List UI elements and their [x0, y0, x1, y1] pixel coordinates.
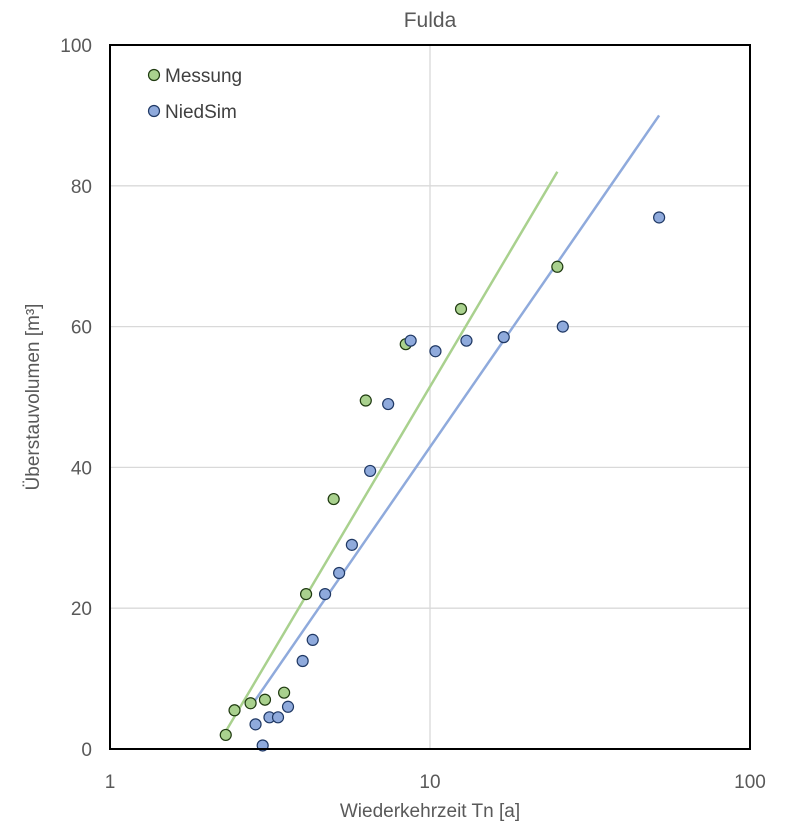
y-tick-label: 20: [71, 599, 92, 620]
point-messung: [551, 260, 564, 273]
point-niedsim: [404, 334, 417, 347]
x-tick-label: 10: [419, 772, 440, 793]
point-messung: [359, 394, 372, 407]
data-points: [219, 211, 666, 752]
trendlines: [224, 114, 661, 733]
x-tick-labels: 1 10 100: [105, 772, 766, 793]
point-messung: [327, 492, 340, 506]
chart-title: Fulda: [404, 9, 457, 32]
point-niedsim: [306, 633, 319, 646]
point-niedsim: [460, 334, 473, 347]
x-tick-label: 100: [734, 772, 766, 793]
x-axis-title: Wiederkehrzeit Tn [a]: [340, 801, 520, 822]
y-tick-label: 100: [60, 36, 92, 57]
point-niedsim: [382, 397, 395, 411]
point-messung: [244, 697, 257, 710]
legend: Messung NiedSim: [147, 66, 242, 123]
point-niedsim: [296, 654, 309, 668]
trendline-niedsim: [252, 114, 661, 704]
y-tick-label: 60: [71, 318, 92, 339]
point-niedsim: [249, 718, 262, 731]
point-niedsim: [364, 464, 377, 478]
point-niedsim: [281, 700, 295, 713]
point-messung: [228, 704, 241, 717]
trendline-messung: [224, 171, 559, 733]
y-tick-labels: 0 20 40 60 80 100: [60, 36, 92, 761]
point-niedsim: [556, 320, 569, 333]
point-messung: [258, 693, 272, 706]
point-messung: [299, 588, 313, 601]
legend-label: NiedSim: [165, 102, 237, 123]
point-niedsim: [333, 566, 346, 580]
legend-marker: [147, 68, 161, 82]
y-tick-label: 0: [81, 740, 92, 761]
x-tick-label: 1: [105, 772, 116, 793]
y-tick-label: 40: [71, 458, 92, 479]
point-niedsim: [318, 588, 332, 601]
legend-marker: [147, 104, 161, 118]
point-niedsim: [429, 345, 442, 358]
plot-area-border: [109, 44, 751, 750]
point-messung: [454, 302, 468, 316]
point-niedsim: [653, 211, 666, 224]
y-tick-label: 80: [71, 177, 92, 198]
point-messung: [278, 686, 291, 699]
point-niedsim: [497, 331, 510, 344]
point-niedsim: [271, 711, 285, 724]
point-niedsim: [345, 538, 358, 551]
point-messung: [219, 728, 232, 742]
legend-label: Messung: [165, 66, 242, 87]
y-axis-title: Überstauvolumen [m³]: [23, 304, 44, 491]
